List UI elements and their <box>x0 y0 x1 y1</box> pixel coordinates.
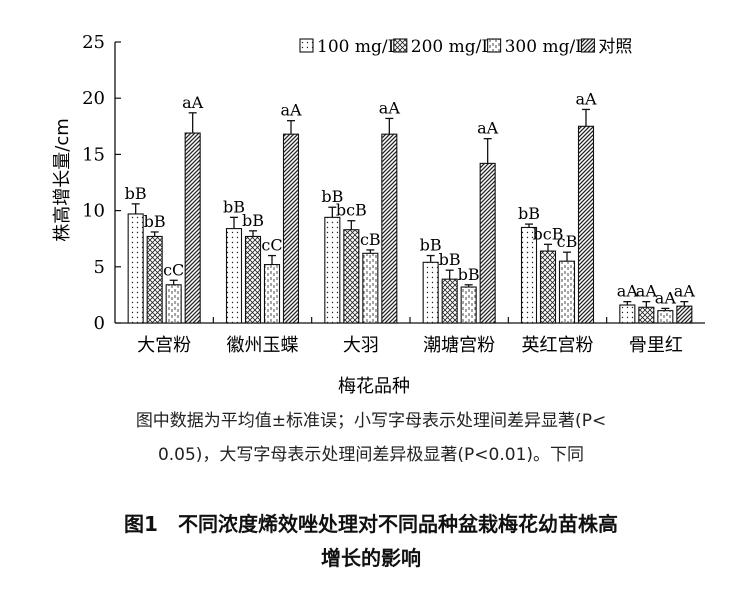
bar <box>165 284 182 324</box>
x-tick-label: 大羽 <box>343 335 379 356</box>
legend-swatch <box>580 38 595 53</box>
y-tick-label: 10 <box>82 201 105 222</box>
legend-label: 对照 <box>598 37 632 57</box>
bar <box>422 261 439 324</box>
significance-label: aA <box>379 98 401 117</box>
bar <box>676 305 693 324</box>
bar <box>184 132 201 324</box>
significance-label: aA <box>617 282 639 301</box>
x-axis-title: 梅花品种 <box>338 376 410 397</box>
significance-label: bB <box>223 197 245 216</box>
bar <box>479 162 496 324</box>
bar <box>244 235 262 324</box>
significance-label: cC <box>163 260 184 279</box>
x-tick-label: 骨里红 <box>629 335 683 356</box>
significance-label: aA <box>280 101 302 120</box>
bar <box>460 286 477 324</box>
legend-swatch <box>393 38 408 53</box>
significance-label: aA <box>636 282 658 301</box>
bar <box>539 250 557 324</box>
legend-label: 100 mg/L <box>317 37 399 57</box>
significance-label: bB <box>420 236 442 255</box>
significance-label: bcB <box>336 201 367 220</box>
bar <box>343 229 360 324</box>
y-axis-title: 株高增长量/cm <box>52 118 73 242</box>
bar <box>146 235 163 324</box>
significance-label: bB <box>144 212 166 231</box>
bar <box>263 264 281 324</box>
significance-label: bB <box>321 187 343 206</box>
figure-caption-line-2: 增长的影响 <box>321 546 421 570</box>
y-tick-label: 0 <box>94 313 105 334</box>
significance-label: aA <box>477 119 499 138</box>
bar <box>577 125 595 324</box>
legend-label: 200 mg/L <box>411 37 493 57</box>
bar <box>558 260 576 324</box>
bar <box>638 306 655 324</box>
significance-label: aA <box>182 93 204 112</box>
significance-label: cB <box>360 230 381 249</box>
bar <box>282 133 300 324</box>
bar <box>619 304 636 324</box>
x-tick-label: 潮塘宫粉 <box>423 335 495 356</box>
significance-label: aA <box>575 89 597 108</box>
x-tick-label: 英红宫粉 <box>522 335 594 356</box>
bar <box>127 213 144 324</box>
legend-swatch <box>487 38 502 53</box>
bar <box>381 133 398 324</box>
figure-note-line-2: 0.05)，大写字母表示处理间差异极显著(P<0.01)。下同 <box>157 445 585 465</box>
significance-label: bB <box>439 250 461 269</box>
bar <box>657 310 674 324</box>
significance-label: aA <box>674 282 696 301</box>
significance-label: bB <box>242 211 264 230</box>
bar <box>324 216 341 324</box>
y-tick-label: 25 <box>82 32 105 53</box>
significance-label: aA <box>655 288 677 307</box>
bar <box>441 278 458 324</box>
x-tick-label: 徽州玉蝶 <box>227 335 299 356</box>
y-tick-label: 15 <box>82 144 105 165</box>
significance-label: cC <box>261 236 282 255</box>
y-tick-label: 20 <box>82 88 105 109</box>
significance-label: bB <box>125 184 147 203</box>
figure-caption-line-1: 图1 不同浓度烯效唑处理对不同品种盆栽梅花幼苗株高 <box>124 512 618 536</box>
significance-label: bB <box>518 204 540 223</box>
significance-label: bcB <box>533 224 564 243</box>
figure-note-line-1: 图中数据为平均值±标准误；小写字母表示处理间差异显著(P< <box>135 411 607 431</box>
x-tick-label: 大宫粉 <box>137 335 191 356</box>
bar <box>225 228 243 324</box>
legend-label: 300 mg/L <box>505 37 587 57</box>
y-tick-label: 5 <box>94 257 105 278</box>
significance-label: cB <box>557 232 578 251</box>
bar <box>362 252 379 324</box>
significance-label: bB <box>458 265 480 284</box>
legend-swatch <box>299 38 314 53</box>
